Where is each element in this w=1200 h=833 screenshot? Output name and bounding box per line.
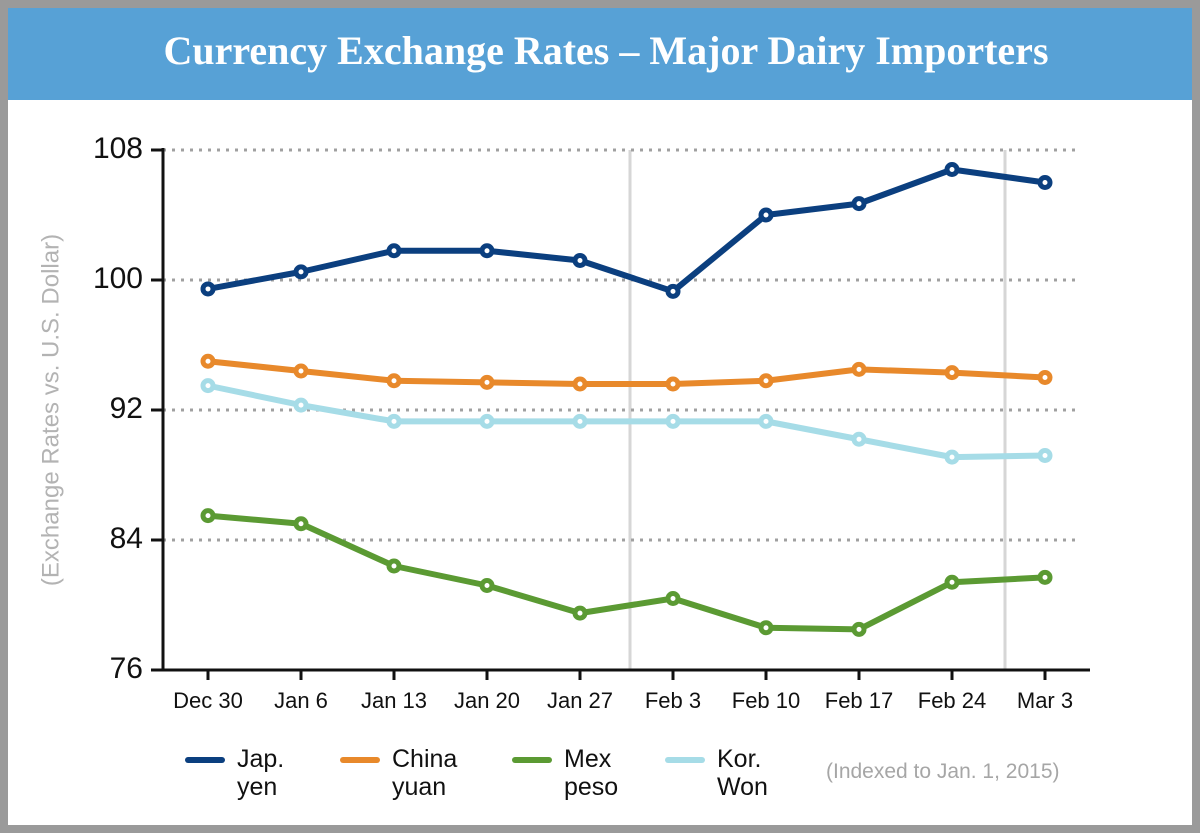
point: [200, 353, 216, 369]
point: [851, 431, 867, 447]
point: [944, 574, 960, 590]
series-line: [207, 382, 1046, 461]
point: [851, 621, 867, 637]
x-tick-label: Feb 24: [918, 688, 987, 713]
point: [851, 196, 867, 212]
note: (Indexed to Jan. 1, 2015): [826, 760, 1060, 783]
point: [386, 558, 402, 574]
point: [293, 397, 309, 413]
series-line: [207, 512, 1046, 633]
x-tick-label: Jan 6: [274, 688, 328, 713]
x-tick-label: Jan 27: [547, 688, 613, 713]
y-tick-label: 100: [93, 262, 143, 295]
legend-label: Mex peso: [564, 745, 619, 801]
legend-swatch: [340, 757, 380, 763]
point: [386, 373, 402, 389]
point: [665, 413, 681, 429]
legend-label: Kor. Won: [717, 745, 768, 801]
legend-swatch: [665, 757, 705, 763]
point: [293, 264, 309, 280]
point: [665, 283, 681, 299]
legend-swatch: [185, 757, 225, 763]
point: [1037, 569, 1053, 585]
point: [386, 413, 402, 429]
chart-title: Currency Exchange Rates – Major Dairy Im…: [163, 28, 1048, 73]
x-tick-label: Feb 17: [825, 688, 894, 713]
point: [665, 591, 681, 606]
point: [200, 508, 216, 524]
legend-swatch: [512, 757, 552, 763]
point: [665, 376, 681, 392]
legend-item: Kor. Won: [665, 745, 807, 801]
point: [758, 413, 774, 429]
point: [479, 578, 495, 593]
x-tick-label: Jan 13: [361, 688, 427, 713]
y-tick-label: 84: [110, 522, 143, 555]
point: [572, 605, 588, 621]
point: [293, 363, 309, 379]
y-tick-label: 108: [93, 132, 143, 165]
point: [572, 253, 588, 268]
point: [758, 373, 774, 389]
point: [944, 449, 960, 465]
point: [1037, 448, 1053, 463]
point: [479, 413, 495, 429]
legend-item: Jap. yen: [185, 745, 327, 801]
point: [572, 376, 588, 392]
point: [1037, 370, 1053, 385]
y-tick-label: 92: [110, 392, 143, 425]
point: [758, 620, 774, 636]
legend-item: China yuan: [340, 745, 482, 801]
x-tick-label: Jan 20: [454, 688, 520, 713]
point: [944, 162, 960, 177]
point: [200, 378, 216, 394]
point: [479, 243, 495, 259]
x-tick-label: Dec 30: [173, 688, 243, 713]
point: [479, 374, 495, 390]
point: [572, 413, 588, 429]
legend-item: Mex peso: [512, 745, 654, 801]
point: [386, 243, 402, 259]
point: [200, 281, 216, 297]
point: [1037, 175, 1053, 190]
point: [293, 516, 309, 532]
series-line: [207, 166, 1046, 295]
point: [944, 365, 960, 381]
y-axis-label: (Exchange Rates vs. U.S. Dollar): [37, 234, 64, 586]
x-tick-label: Mar 3: [1017, 688, 1073, 713]
point: [758, 207, 774, 223]
legend-label: Jap. yen: [237, 745, 285, 801]
x-tick-label: Feb 10: [732, 688, 801, 713]
series-line: [207, 358, 1046, 387]
y-tick-label: 76: [110, 652, 143, 685]
title-banner: [8, 8, 1192, 100]
point: [851, 361, 867, 377]
legend-label: China yuan: [392, 745, 458, 801]
x-tick-label: Feb 3: [645, 688, 701, 713]
